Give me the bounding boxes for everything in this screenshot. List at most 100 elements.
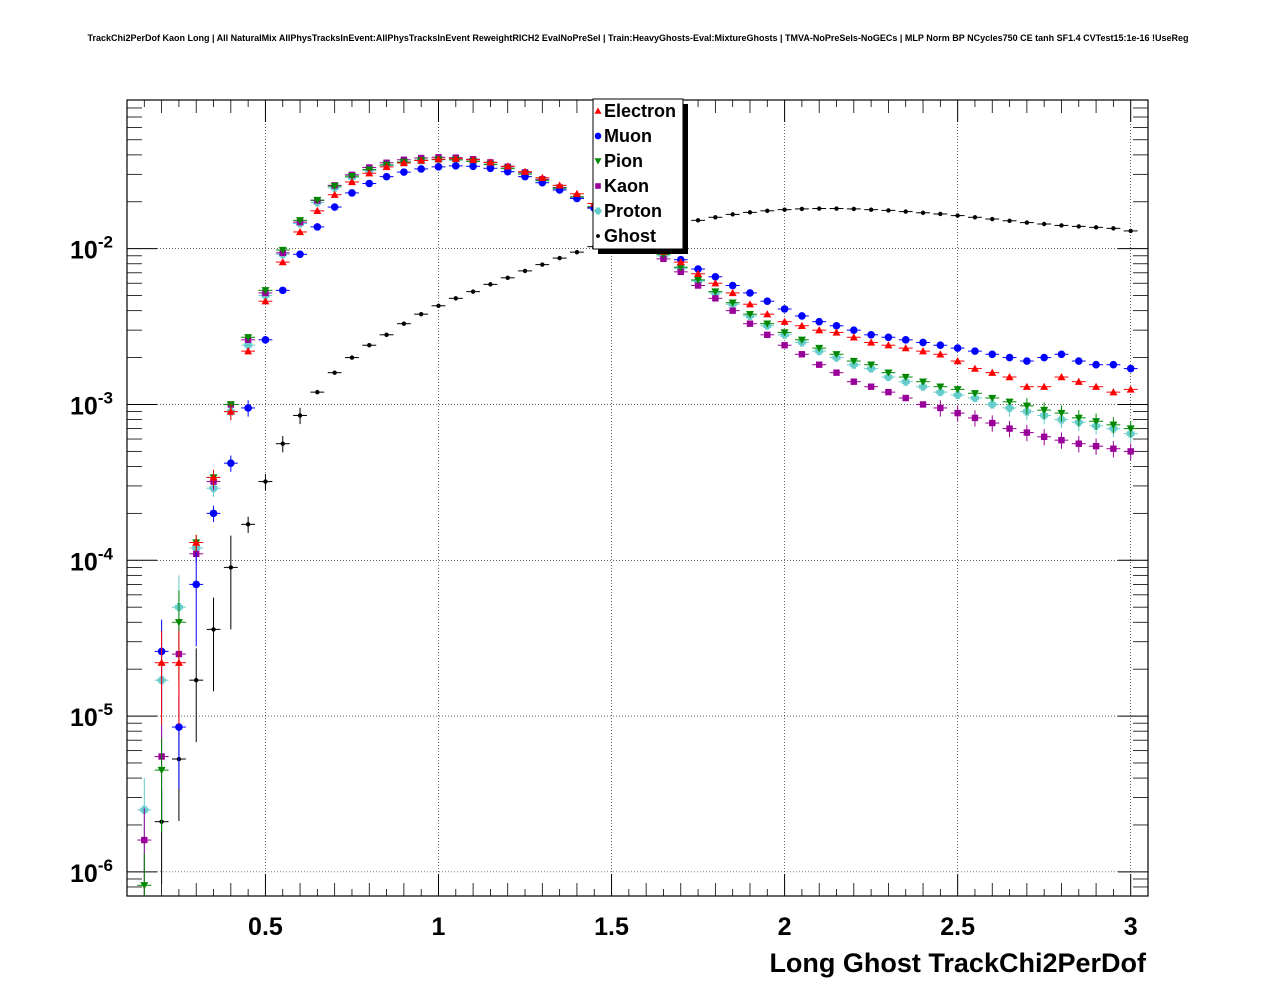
- data-point: [780, 305, 789, 313]
- data-point: [503, 167, 512, 176]
- data-point: [280, 441, 285, 446]
- legend-label-electron: Electron: [604, 101, 676, 121]
- data-point: [313, 223, 322, 231]
- data-point: [194, 677, 199, 683]
- data-point: [296, 227, 305, 236]
- data-point: [1092, 442, 1100, 450]
- data-point: [261, 297, 270, 305]
- data-point: [937, 404, 944, 412]
- data-point: [1024, 220, 1030, 225]
- data-point: [174, 619, 183, 627]
- data-point: [970, 394, 979, 403]
- data-point: [954, 409, 961, 417]
- plot-title: TrackChi2PerDof Kaon Long | All NaturalM…: [87, 33, 1189, 43]
- series-ghost: [154, 206, 1138, 884]
- data-point: [1057, 373, 1066, 381]
- data-point: [780, 317, 789, 325]
- data-point: [972, 215, 978, 220]
- data-point: [382, 162, 391, 171]
- data-point: [540, 262, 545, 267]
- data-point: [330, 203, 339, 211]
- data-point: [367, 343, 372, 348]
- data-point: [1109, 388, 1118, 396]
- data-point: [1040, 433, 1048, 441]
- data-point: [936, 350, 945, 358]
- data-point: [470, 289, 476, 294]
- data-point: [884, 341, 893, 349]
- data-point: [938, 211, 943, 217]
- data-point: [712, 295, 719, 302]
- data-point: [347, 172, 356, 181]
- data-point: [1092, 382, 1101, 390]
- data-point: [919, 338, 927, 347]
- data-point: [1022, 402, 1031, 410]
- data-point: [953, 386, 962, 394]
- data-point: [417, 156, 426, 164]
- data-point: [1058, 436, 1065, 444]
- data-point: [244, 341, 253, 350]
- data-point: [278, 286, 287, 295]
- data-point: [382, 172, 391, 181]
- data-point: [503, 162, 512, 170]
- data-point: [315, 389, 320, 395]
- data-point: [486, 164, 495, 173]
- data-point: [728, 288, 737, 297]
- data-point: [764, 331, 771, 339]
- data-point: [401, 321, 407, 326]
- data-point: [1128, 228, 1133, 234]
- data-point: [867, 331, 875, 339]
- data-point: [1126, 385, 1135, 393]
- data-point: [763, 320, 772, 328]
- data-point: [245, 522, 251, 527]
- data-point: [192, 580, 201, 589]
- data-point: [919, 378, 928, 386]
- data-point: [798, 351, 806, 358]
- data-point: [833, 369, 840, 376]
- data-point: [296, 217, 305, 225]
- y-tick-label: 10-3: [70, 388, 113, 420]
- data-point: [817, 206, 822, 211]
- data-point: [816, 361, 823, 368]
- data-point: [451, 154, 460, 162]
- data-point: [729, 307, 736, 314]
- data-point: [815, 344, 824, 353]
- data-point: [296, 250, 304, 259]
- data-point: [261, 287, 270, 295]
- legend-marker-electron: [594, 107, 602, 114]
- legend-box: [592, 98, 684, 250]
- data-point: [192, 538, 201, 546]
- data-point: [1040, 406, 1049, 415]
- data-point: [901, 373, 910, 382]
- data-point: [174, 658, 183, 666]
- data-point: [936, 341, 945, 350]
- data-point: [1109, 421, 1118, 429]
- data-point: [297, 413, 303, 418]
- data-point: [330, 182, 339, 191]
- data-point: [1111, 226, 1116, 231]
- data-point: [278, 246, 287, 255]
- data-point: [730, 212, 735, 217]
- data-point: [244, 334, 253, 342]
- data-point: [797, 321, 806, 329]
- data-point: [1022, 382, 1031, 390]
- legend-marker-kaon: [595, 183, 601, 189]
- data-point: [1127, 448, 1134, 455]
- data-point: [782, 207, 787, 212]
- legend-marker-proton: [594, 207, 602, 215]
- data-point: [867, 361, 876, 369]
- data-point: [884, 333, 893, 342]
- tick-labels: 0.5 1 1.5 2 2.5 3 10-6 10-5 10-4 10-3 10-2: [70, 233, 1138, 941]
- data-point: [747, 210, 753, 215]
- data-point: [365, 179, 374, 188]
- data-point: [384, 332, 389, 338]
- data-point: [1126, 364, 1135, 373]
- data-point: [884, 373, 893, 382]
- data-point: [953, 344, 962, 352]
- data-point: [868, 207, 874, 212]
- data-point: [832, 321, 841, 330]
- data-point: [798, 312, 806, 320]
- data-point: [469, 162, 477, 171]
- data-point: [695, 218, 701, 223]
- legend-label-proton: Proton: [604, 201, 662, 221]
